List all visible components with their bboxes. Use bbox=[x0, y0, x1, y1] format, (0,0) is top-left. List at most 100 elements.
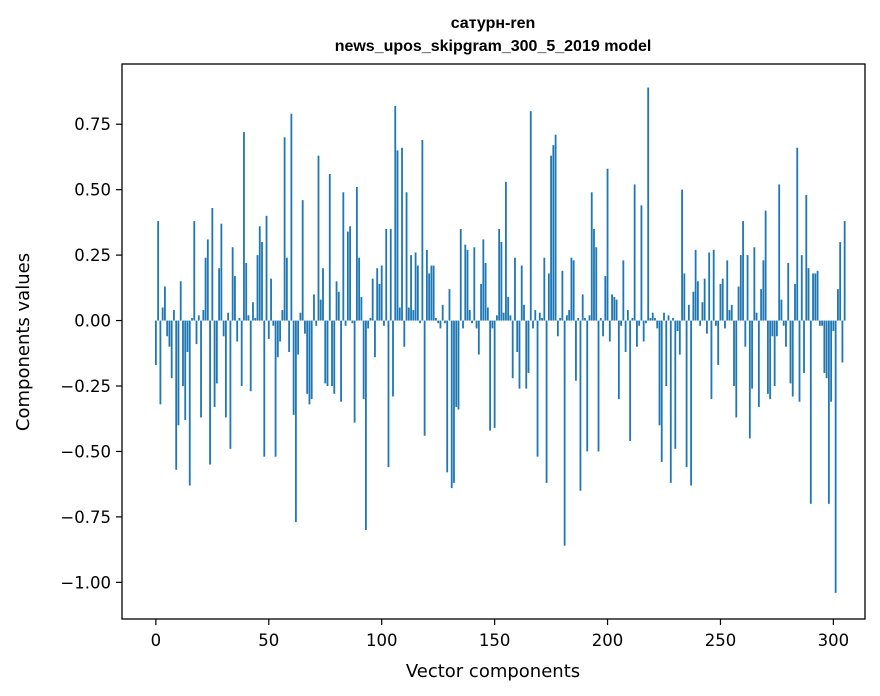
bar-116 bbox=[416, 265, 419, 321]
bar-159 bbox=[514, 257, 516, 321]
bar-201 bbox=[608, 320, 611, 342]
y-tick-label: −0.25 bbox=[60, 377, 111, 396]
bar-244 bbox=[706, 320, 708, 334]
bar-208 bbox=[624, 320, 627, 352]
bar-182 bbox=[565, 315, 568, 321]
bar-123 bbox=[432, 265, 435, 321]
bar-103 bbox=[387, 320, 390, 468]
bar-266 bbox=[755, 312, 758, 321]
bar-30 bbox=[222, 320, 225, 337]
bar-4 bbox=[164, 286, 166, 321]
bar-25 bbox=[211, 207, 214, 321]
chart-title-line1: сатурн-ren bbox=[451, 15, 536, 32]
bar-79 bbox=[333, 320, 336, 394]
bar-200 bbox=[606, 168, 609, 321]
bar-173 bbox=[545, 320, 548, 483]
bar-227 bbox=[667, 315, 670, 321]
bar-145 bbox=[482, 239, 485, 321]
bar-50 bbox=[267, 320, 270, 339]
y-tick-label: 0.25 bbox=[74, 246, 111, 265]
bar-301 bbox=[834, 320, 837, 593]
bar-230 bbox=[674, 320, 677, 449]
bar-205 bbox=[617, 320, 620, 400]
bar-211 bbox=[631, 317, 634, 321]
bar-46 bbox=[258, 226, 261, 321]
bar-108 bbox=[398, 307, 401, 321]
bar-47 bbox=[261, 242, 263, 321]
bar-148 bbox=[489, 320, 492, 431]
bar-293 bbox=[816, 270, 819, 321]
bar-56 bbox=[281, 310, 284, 321]
bar-118 bbox=[421, 139, 424, 321]
x-tick-label: 200 bbox=[592, 631, 624, 650]
bar-98 bbox=[376, 268, 379, 321]
y-tick-label: 0.75 bbox=[74, 115, 111, 134]
bar-225 bbox=[663, 312, 665, 321]
bar-206 bbox=[620, 320, 622, 326]
bar-203 bbox=[613, 297, 616, 321]
bar-190 bbox=[584, 317, 586, 321]
bar-243 bbox=[703, 278, 706, 321]
bar-62 bbox=[294, 320, 297, 523]
bar-78 bbox=[331, 320, 333, 387]
bar-11 bbox=[179, 281, 182, 321]
plot-frame bbox=[121, 63, 866, 620]
bar-177 bbox=[554, 134, 557, 321]
bar-209 bbox=[626, 310, 629, 321]
bar-248 bbox=[715, 320, 717, 326]
bar-296 bbox=[823, 320, 826, 373]
bar-217 bbox=[645, 320, 647, 324]
bar-100 bbox=[380, 265, 383, 321]
bar-59 bbox=[288, 320, 291, 352]
bar-292 bbox=[814, 273, 817, 321]
bar-245 bbox=[708, 252, 711, 321]
bar-135 bbox=[459, 228, 462, 321]
bar-172 bbox=[543, 257, 546, 321]
bar-198 bbox=[602, 320, 604, 337]
bar-291 bbox=[812, 273, 814, 321]
bar-256 bbox=[733, 320, 735, 387]
bar-77 bbox=[328, 173, 331, 321]
bar-166 bbox=[529, 111, 532, 321]
bar-91 bbox=[360, 297, 363, 321]
bar-137 bbox=[464, 244, 467, 321]
bar-253 bbox=[726, 260, 729, 321]
bar-3 bbox=[161, 307, 164, 321]
bar-287 bbox=[803, 320, 805, 373]
bar-86 bbox=[349, 226, 351, 321]
bar-236 bbox=[687, 304, 690, 321]
bar-140 bbox=[471, 320, 473, 324]
bar-232 bbox=[678, 320, 681, 355]
bar-191 bbox=[586, 320, 589, 452]
bar-164 bbox=[525, 320, 528, 389]
bar-5 bbox=[166, 320, 169, 337]
bar-88 bbox=[353, 320, 356, 423]
bar-106 bbox=[394, 105, 397, 321]
bar-247 bbox=[712, 249, 715, 321]
bar-221 bbox=[654, 317, 656, 321]
bar-28 bbox=[218, 268, 221, 321]
bar-138 bbox=[466, 249, 469, 321]
y-axis-ticks: −1.00 −0.75 −0.50 −0.25 0.00 0.25 0.50 0.75 bbox=[60, 115, 122, 592]
bar-43 bbox=[252, 302, 254, 321]
bar-222 bbox=[656, 320, 659, 329]
bar-289 bbox=[807, 268, 810, 321]
x-tick-label: 100 bbox=[366, 631, 398, 650]
bar-124 bbox=[435, 317, 437, 321]
bar-199 bbox=[604, 276, 607, 321]
bar-35 bbox=[234, 276, 236, 321]
bar-65 bbox=[301, 200, 304, 321]
bar-153 bbox=[500, 242, 503, 321]
bar-130 bbox=[448, 289, 451, 321]
bar-93 bbox=[365, 320, 367, 530]
bar-297 bbox=[825, 320, 828, 379]
y-axis-label: Components values bbox=[13, 253, 34, 431]
bar-178 bbox=[556, 320, 559, 337]
bar-267 bbox=[757, 320, 760, 407]
bar-82 bbox=[340, 320, 342, 402]
bar-41 bbox=[247, 315, 250, 321]
bar-219 bbox=[649, 317, 652, 321]
bar-1 bbox=[157, 221, 160, 321]
bar-128 bbox=[444, 320, 446, 324]
bar-87 bbox=[351, 320, 354, 324]
